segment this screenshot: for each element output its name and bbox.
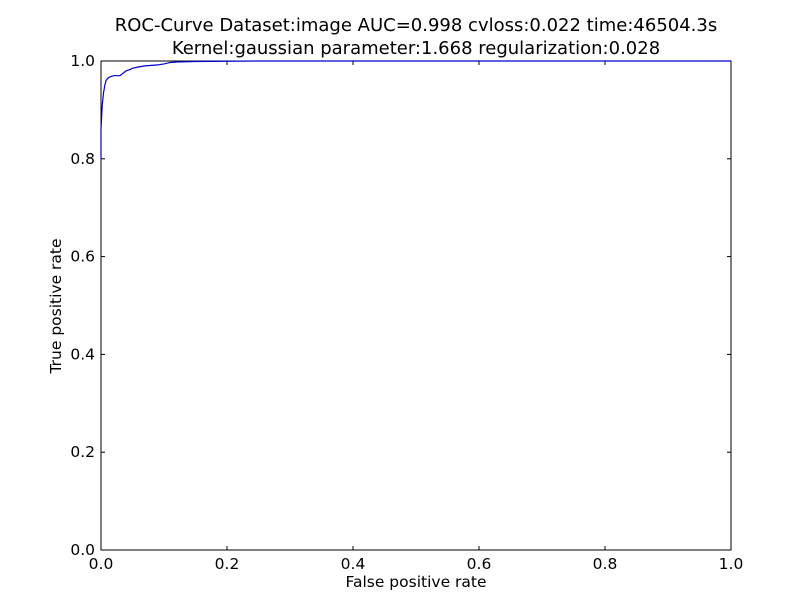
y-tick-label: 1.0 [70,52,95,70]
x-tick-label: 0.4 [341,555,366,573]
x-axis-label: False positive rate [345,573,486,591]
y-tick-label: 0.6 [70,248,95,266]
x-tick-label: 0.8 [593,555,618,573]
y-tick-label: 0.4 [70,345,95,363]
y-tick-label: 0.8 [70,150,95,168]
plot-frame [100,60,732,551]
y-tick-label: 0.2 [70,443,95,461]
chart-subtitle: Kernel:gaussian parameter:1.668 regulari… [172,38,660,59]
y-axis-label: True positive rate [47,238,65,374]
x-tick-label: 0.0 [89,555,114,573]
x-tick-label: 0.6 [467,555,492,573]
chart-title: ROC-Curve Dataset:image AUC=0.998 cvloss… [115,15,717,36]
y-tick-label: 0.0 [70,541,95,559]
roc-curve-line [100,60,731,159]
x-tick-label: 0.2 [215,555,240,573]
x-tick-label: 1.0 [719,555,744,573]
